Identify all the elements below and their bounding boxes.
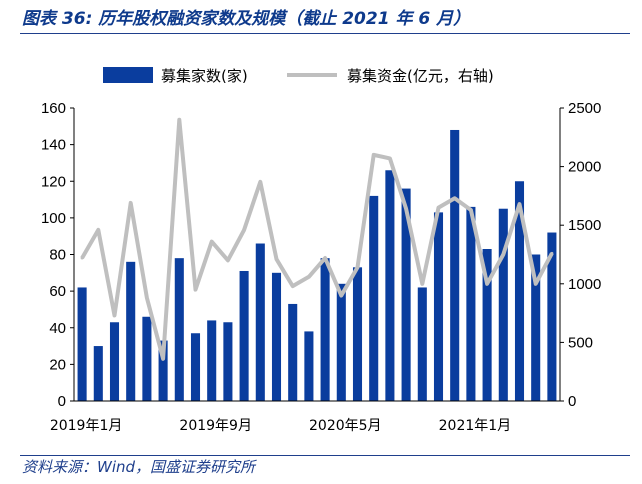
line-point-2019-06 <box>161 357 165 361</box>
axes: 0 20 40 60 80 100 120 140 160 0 500 1000 1500 2000 250… <box>41 100 601 434</box>
line-point-2021-05 <box>534 282 538 286</box>
legend-bar-swatch <box>103 67 153 83</box>
bar-2020-03 <box>304 331 314 401</box>
legend: 募集家数(家) 募集资金(亿元，右轴) <box>103 67 494 85</box>
line-point-2019-03 <box>113 313 116 317</box>
line-point-2019-01 <box>80 256 84 260</box>
bar-2020-11 <box>433 212 444 401</box>
line-point-2021-04 <box>518 202 521 206</box>
line-point-2020-02 <box>291 284 295 288</box>
bar-2021-04 <box>514 181 525 401</box>
bar-2021-06 <box>547 232 557 401</box>
right-tick-label: 2000 <box>568 159 601 176</box>
line-point-2019-05 <box>145 296 149 300</box>
line-point-2020-05 <box>339 294 343 298</box>
right-tick-label: 500 <box>568 334 593 351</box>
bar-2021-05 <box>531 254 541 401</box>
bar-2019-07 <box>174 258 184 401</box>
bar-2019-08 <box>190 333 201 401</box>
line-point-2019-04 <box>129 201 133 205</box>
bar-2021-03 <box>498 208 508 401</box>
right-tick-label: 0 <box>568 393 576 410</box>
bar-2021-01 <box>466 206 476 401</box>
bar-series <box>77 129 557 401</box>
left-tick-label: 120 <box>41 173 66 190</box>
line-point-2020-11 <box>437 206 440 210</box>
line-point-2020-03 <box>307 275 311 279</box>
bar-2019-03 <box>109 322 120 401</box>
left-tick-label: 100 <box>41 210 66 227</box>
bar-2020-07 <box>369 195 379 401</box>
left-tick-label: 20 <box>49 356 66 373</box>
bar-2020-05 <box>336 283 346 401</box>
line-point-2020-07 <box>372 153 376 157</box>
bar-2019-11 <box>239 270 249 401</box>
bar-2019-01 <box>77 287 87 401</box>
line-point-2020-09 <box>404 207 408 211</box>
bar-2020-02 <box>288 303 298 401</box>
figure-title: 图表 36: 历年股权融资家数及规模（截止 2021 年 6 月） <box>22 9 471 29</box>
x-tick-label: 2021年1月 <box>439 418 512 434</box>
bar-2020-12 <box>450 129 460 401</box>
line-point-2020-01 <box>275 257 278 261</box>
line-point-2020-06 <box>356 265 359 269</box>
line-point-2021-02 <box>485 282 489 286</box>
bar-2020-08 <box>385 170 395 401</box>
line-path <box>80 117 554 361</box>
left-tick-label: 40 <box>49 320 66 337</box>
bar-2019-09 <box>207 320 217 401</box>
legend-bar-label: 募集家数(家) <box>161 67 248 85</box>
bar-2021-02 <box>482 249 492 401</box>
x-tick-label: 2020年5月 <box>309 418 382 434</box>
bar-2020-10 <box>417 287 427 401</box>
left-tick-label: 80 <box>49 247 66 264</box>
line-point-2020-10 <box>420 282 424 286</box>
left-tick-label: 60 <box>49 283 66 300</box>
right-tick-label: 1000 <box>568 276 601 293</box>
bar-2019-10 <box>223 322 233 401</box>
bar-2019-02 <box>93 346 103 401</box>
left-tick-label: 140 <box>41 137 66 154</box>
line-point-2021-06 <box>550 251 554 255</box>
line-series <box>80 117 554 361</box>
source-divider <box>20 455 630 456</box>
x-tick-label: 2019年9月 <box>179 418 252 434</box>
bar-2019-05 <box>142 316 152 401</box>
bar-2019-12 <box>255 243 265 401</box>
line-point-2021-03 <box>501 253 505 256</box>
line-point-2019-08 <box>194 288 197 292</box>
source-note: 资料来源：Wind，国盛证券研究所 <box>22 458 256 476</box>
line-point-2020-04 <box>323 256 327 260</box>
line-point-2019-07 <box>177 118 181 122</box>
line-point-2019-10 <box>226 258 230 262</box>
bar-2019-04 <box>126 261 136 401</box>
left-tick-label: 160 <box>41 100 66 117</box>
bar-2020-01 <box>271 272 282 401</box>
bar-2020-09 <box>401 188 411 401</box>
bar-2020-04 <box>320 258 330 401</box>
right-tick-label: 2500 <box>568 100 601 117</box>
right-tick-label: 1500 <box>568 217 601 234</box>
bar-2019-06 <box>158 340 168 401</box>
bar-2020-06 <box>352 267 363 401</box>
line-point-2020-08 <box>388 156 392 160</box>
x-tick-label: 2019年1月 <box>50 418 123 434</box>
line-point-2020-12 <box>453 196 457 200</box>
title-divider <box>20 33 630 34</box>
line-point-2019-11 <box>242 228 246 232</box>
left-tick-label: 0 <box>58 393 66 410</box>
line-point-2019-12 <box>258 180 262 184</box>
line-point-2019-02 <box>96 228 100 232</box>
legend-line-label: 募集资金(亿元，右轴) <box>347 67 494 85</box>
line-point-2021-01 <box>469 208 473 212</box>
line-point-2019-09 <box>210 240 214 244</box>
